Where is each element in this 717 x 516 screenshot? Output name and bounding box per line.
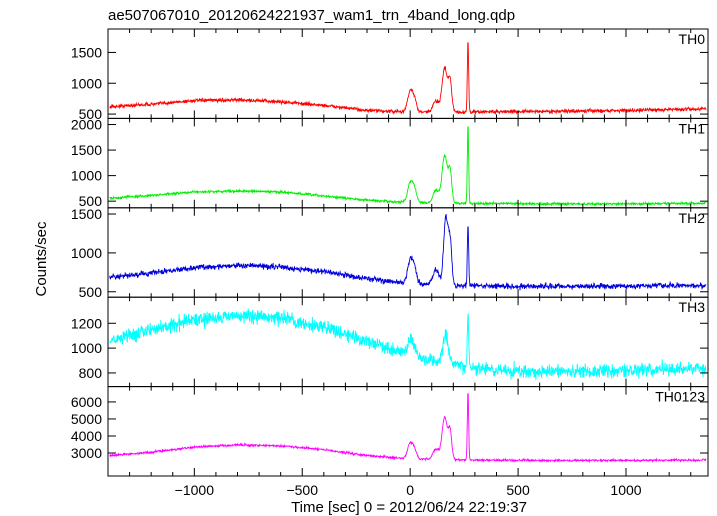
y-tick-label: 1000 <box>71 245 102 261</box>
series-label-th3: TH3 <box>679 299 706 315</box>
x-tick-label: −1000 <box>175 482 215 498</box>
y-tick-label: 500 <box>79 284 103 300</box>
y-tick-label: 5000 <box>71 411 102 427</box>
panel-th3: 800 1000 1200 TH3 <box>71 296 709 388</box>
series-label-th0: TH0 <box>679 31 706 47</box>
y-tick-label: 500 <box>79 106 103 122</box>
panel-th1: 500 1000 1500 2000 TH1 <box>71 117 709 209</box>
x-axis-label: Time [sec] 0 = 2012/06/24 22:19:37 <box>291 499 527 516</box>
y-tick-label: 1000 <box>71 340 102 356</box>
y-axis-label: Counts/sec <box>33 221 50 297</box>
y-tick-label: 1500 <box>71 206 102 222</box>
y-tick-label: 2000 <box>71 117 102 133</box>
panels: 500 1000 1500 TH0 500 1000 1500 2000 TH1 500 1000 1… <box>71 28 709 498</box>
y-tick-label: 800 <box>79 365 103 381</box>
y-tick-label: 1000 <box>71 75 102 91</box>
x-tick-label: 500 <box>506 482 530 498</box>
series-label-th0123: TH0123 <box>655 389 705 405</box>
series-line-th0123 <box>109 392 707 464</box>
series-line-th3 <box>109 308 707 381</box>
y-tick-label: 1200 <box>71 315 102 331</box>
panel-frame <box>107 117 709 209</box>
series-label-th2: TH2 <box>679 210 706 226</box>
y-tick-label: 500 <box>79 193 103 209</box>
x-tick-label: 1000 <box>610 482 641 498</box>
panel-frame <box>107 28 709 119</box>
series-label-th1: TH1 <box>679 120 706 136</box>
x-tick-label: −500 <box>286 482 318 498</box>
y-tick-label: 4000 <box>71 428 102 444</box>
panel-frame <box>107 386 709 477</box>
y-tick-label: 1000 <box>71 168 102 184</box>
panel-frame <box>107 207 709 298</box>
x-tick-label: 0 <box>406 482 414 498</box>
series-line-th0 <box>109 42 707 116</box>
series-line-th1 <box>109 125 707 207</box>
y-tick-label: 6000 <box>71 394 102 410</box>
series-line-th2 <box>109 213 707 291</box>
y-tick-label: 3000 <box>71 445 102 461</box>
panel-th0: 500 1000 1500 TH0 <box>71 28 709 122</box>
y-tick-label: 1500 <box>71 142 102 158</box>
chart-title: ae507067010_20120624221937_wam1_trn_4ban… <box>108 7 515 24</box>
y-tick-label: 1500 <box>71 44 102 60</box>
panel-th2: 500 1000 1500 TH2 <box>71 206 709 300</box>
